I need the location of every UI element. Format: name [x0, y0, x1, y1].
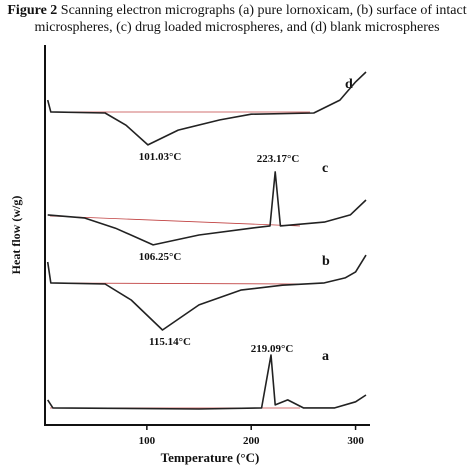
curve-label: c — [322, 161, 328, 176]
curve-label: a — [322, 349, 329, 364]
caption: Figure 2 Scanning electron micrographs (… — [0, 2, 474, 36]
x-axis-label: Temperature (°C) — [161, 450, 260, 465]
caption-text: Scanning electron micrographs (a) pure l… — [34, 3, 467, 35]
curve — [47, 354, 367, 410]
curve — [46, 71, 367, 146]
caption-label: Figure 2 — [7, 3, 58, 18]
baseline — [49, 215, 301, 227]
curve — [47, 171, 367, 246]
annotation: 219.09°C — [251, 343, 294, 355]
x-tick-label: 200 — [243, 435, 260, 447]
y-axis-label: Heat flow (w/g) — [9, 196, 23, 275]
annotation: 115.14°C — [149, 336, 191, 348]
x-tick-label: 100 — [139, 435, 156, 447]
x-tick-label: 300 — [347, 435, 364, 447]
annotation: 101.03°C — [139, 151, 182, 163]
curve — [46, 254, 367, 331]
annotation: 106.25°C — [139, 251, 182, 263]
curve-label: b — [322, 254, 330, 269]
curve-label: d — [345, 77, 353, 92]
annotation: 223.17°C — [257, 153, 300, 165]
